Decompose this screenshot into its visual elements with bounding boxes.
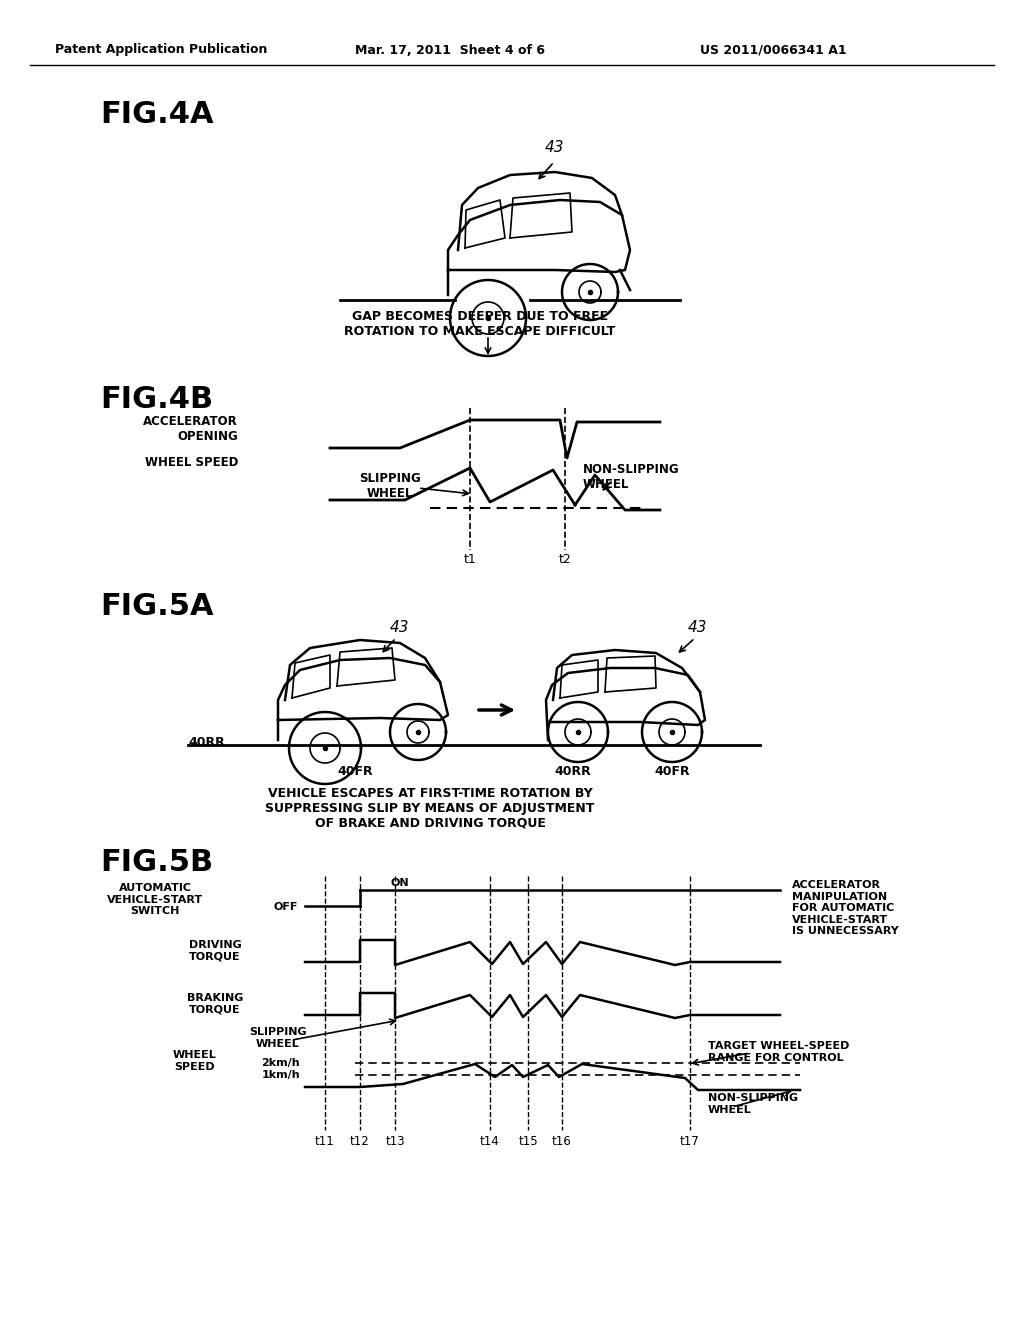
Text: FIG.4B: FIG.4B (100, 385, 213, 414)
Text: 40RR: 40RR (188, 735, 224, 748)
Text: ACCELERATOR
OPENING: ACCELERATOR OPENING (143, 414, 238, 444)
Text: ACCELERATOR
MANIPULATION
FOR AUTOMATIC
VEHICLE-START
IS UNNECESSARY: ACCELERATOR MANIPULATION FOR AUTOMATIC V… (792, 880, 899, 936)
Text: US 2011/0066341 A1: US 2011/0066341 A1 (700, 44, 847, 57)
Text: t13: t13 (385, 1135, 404, 1148)
Text: BRAKING
TORQUE: BRAKING TORQUE (186, 993, 243, 1015)
Text: AUTOMATIC
VEHICLE-START
SWITCH: AUTOMATIC VEHICLE-START SWITCH (106, 883, 203, 916)
Text: t14: t14 (480, 1135, 500, 1148)
Text: ON: ON (391, 878, 410, 888)
Text: WHEEL
SPEED: WHEEL SPEED (173, 1049, 217, 1072)
Text: NON-SLIPPING
WHEEL: NON-SLIPPING WHEEL (583, 463, 680, 491)
Text: t12: t12 (350, 1135, 370, 1148)
Text: GAP BECOMES DEEPER DUE TO FREE
ROTATION TO MAKE ESCAPE DIFFICULT: GAP BECOMES DEEPER DUE TO FREE ROTATION … (344, 310, 615, 338)
Text: WHEEL SPEED: WHEEL SPEED (144, 457, 238, 470)
Text: FIG.5B: FIG.5B (100, 847, 213, 876)
Text: 43: 43 (688, 620, 708, 635)
Text: 43: 43 (390, 620, 410, 635)
Text: 40FR: 40FR (654, 766, 690, 777)
Text: TARGET WHEEL-SPEED
RANGE FOR CONTROL: TARGET WHEEL-SPEED RANGE FOR CONTROL (708, 1041, 849, 1063)
Text: 1km/h: 1km/h (261, 1071, 300, 1080)
Text: OFF: OFF (273, 902, 298, 912)
Text: DRIVING
TORQUE: DRIVING TORQUE (188, 940, 242, 961)
Text: t1: t1 (464, 553, 476, 566)
Text: Mar. 17, 2011  Sheet 4 of 6: Mar. 17, 2011 Sheet 4 of 6 (355, 44, 545, 57)
Text: FIG.4A: FIG.4A (100, 100, 214, 129)
Text: 2km/h: 2km/h (261, 1059, 300, 1068)
Text: FIG.5A: FIG.5A (100, 591, 214, 620)
Text: VEHICLE ESCAPES AT FIRST-TIME ROTATION BY
SUPPRESSING SLIP BY MEANS OF ADJUSTMEN: VEHICLE ESCAPES AT FIRST-TIME ROTATION B… (265, 787, 595, 830)
Text: t11: t11 (315, 1135, 335, 1148)
Text: t17: t17 (680, 1135, 699, 1148)
Text: t15: t15 (518, 1135, 538, 1148)
Text: SLIPPING
WHEEL: SLIPPING WHEEL (249, 1027, 307, 1048)
Text: 43: 43 (545, 140, 564, 154)
Text: SLIPPING
WHEEL: SLIPPING WHEEL (359, 473, 421, 500)
Text: t16: t16 (552, 1135, 571, 1148)
Text: 40RR: 40RR (555, 766, 592, 777)
Text: 40FR: 40FR (337, 766, 373, 777)
Text: t2: t2 (559, 553, 571, 566)
Text: Patent Application Publication: Patent Application Publication (55, 44, 267, 57)
Text: NON-SLIPPING
WHEEL: NON-SLIPPING WHEEL (708, 1093, 798, 1114)
